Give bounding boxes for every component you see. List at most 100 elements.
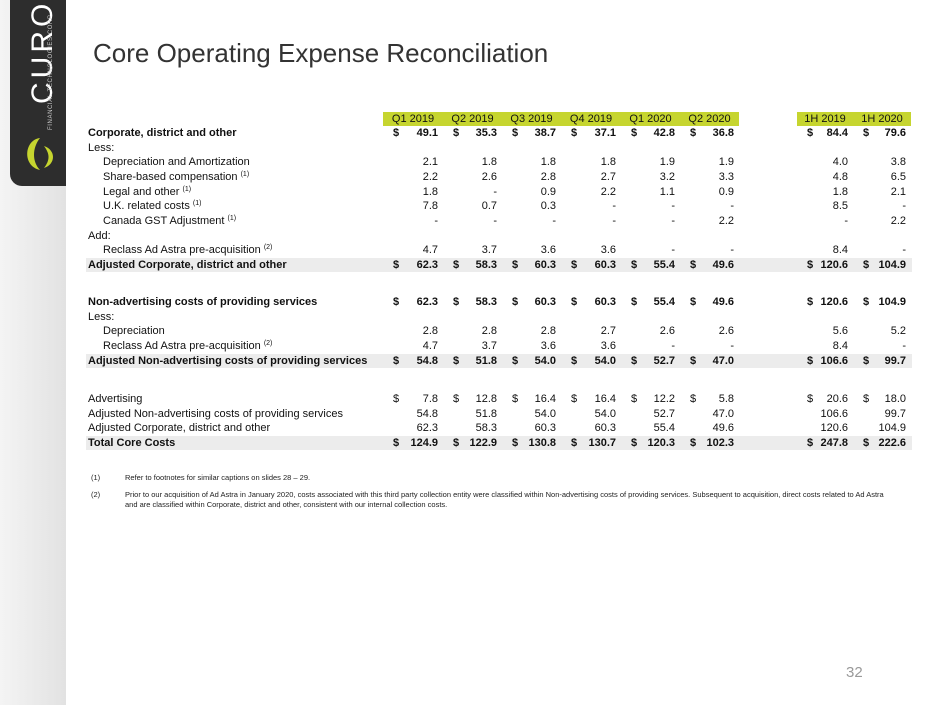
- cell-value: 2.2: [600, 185, 616, 198]
- cell-value: 2.6: [718, 325, 734, 338]
- cell-value: 54.0: [594, 354, 616, 367]
- currency-sign: $: [631, 127, 638, 139]
- currency-sign: $: [453, 258, 460, 271]
- cell-value: 54.0: [594, 407, 616, 420]
- cell-value: -: [902, 200, 906, 213]
- currency-sign: $: [631, 258, 638, 271]
- currency-sign: $: [690, 354, 697, 367]
- page-number: 32: [846, 664, 863, 681]
- label-text: Total Core Costs: [88, 436, 176, 449]
- cell-value: 1.8: [832, 185, 848, 198]
- cell-value: 60.3: [534, 422, 556, 435]
- label-text: Corporate, district and other: [88, 127, 237, 139]
- currency-sign: $: [453, 296, 460, 308]
- cell-value: 0.9: [540, 185, 556, 198]
- row-label: U.K. related costs (1): [103, 199, 201, 213]
- cell-value: 52.7: [653, 354, 675, 367]
- cell-value: 2.2: [422, 170, 438, 183]
- cell-value: 37.1: [594, 127, 616, 139]
- currency-sign: $: [807, 436, 814, 449]
- cell-value: 120.6: [820, 296, 848, 308]
- currency-sign: $: [453, 393, 460, 405]
- cell-value: 6.5: [890, 170, 906, 183]
- cell-value: 3.6: [600, 244, 616, 257]
- cell-value: 54.8: [416, 354, 438, 367]
- currency-sign: $: [690, 296, 697, 308]
- currency-sign: $: [512, 296, 519, 308]
- cell-value: -: [902, 244, 906, 257]
- cell-value: 60.3: [534, 296, 556, 308]
- footnote-ref: (2): [263, 339, 273, 347]
- currency-sign: $: [631, 436, 638, 449]
- cell-value: 12.2: [653, 393, 675, 405]
- cell-value: 120.6: [820, 258, 848, 271]
- row-label: Share-based compensation (1): [103, 170, 249, 184]
- currency-sign: $: [690, 393, 697, 405]
- currency-sign: $: [512, 393, 519, 405]
- cell-value: 3.8: [890, 156, 906, 169]
- currency-sign: $: [571, 127, 578, 139]
- row-label: Add:: [88, 229, 111, 243]
- cell-value: 120.3: [647, 436, 675, 449]
- currency-sign: $: [690, 258, 697, 271]
- cell-value: 0.3: [540, 200, 556, 213]
- footnote-ref: (2): [263, 244, 273, 252]
- cell-value: 1.8: [422, 185, 438, 198]
- currency-sign: $: [571, 296, 578, 308]
- currency-sign: $: [863, 354, 870, 367]
- cell-value: 49.6: [712, 422, 734, 435]
- cell-value: -: [844, 214, 848, 227]
- cell-value: 99.7: [884, 354, 906, 367]
- cell-value: 38.7: [534, 127, 556, 139]
- row-shade: [86, 435, 912, 450]
- cell-value: 51.8: [475, 407, 497, 420]
- cell-value: 60.3: [594, 258, 616, 271]
- column-header: Q2 2019: [443, 112, 502, 126]
- cell-value: 7.8: [422, 393, 438, 405]
- cell-value: 20.6: [826, 393, 848, 405]
- cell-value: 1.8: [481, 156, 497, 169]
- cell-value: 2.1: [890, 185, 906, 198]
- label-text: Adjusted Corporate, district and other: [88, 422, 271, 435]
- cell-value: 1.9: [659, 156, 675, 169]
- currency-sign: $: [690, 436, 697, 449]
- cell-value: 104.9: [878, 422, 906, 435]
- cell-value: 102.3: [706, 436, 734, 449]
- cell-value: 130.8: [528, 436, 556, 449]
- currency-sign: $: [512, 127, 519, 139]
- currency-sign: $: [863, 258, 870, 271]
- currency-sign: $: [512, 258, 519, 271]
- footnote-marker: (1): [91, 473, 101, 482]
- cell-value: 3.7: [481, 244, 497, 257]
- cell-value: 2.8: [540, 325, 556, 338]
- row-label: Canada GST Adjustment (1): [103, 214, 236, 228]
- cell-value: 62.3: [416, 258, 438, 271]
- cell-value: 60.3: [594, 422, 616, 435]
- cell-value: 1.8: [600, 156, 616, 169]
- row-shade: [86, 257, 912, 272]
- cell-value: 4.0: [832, 156, 848, 169]
- row-label: Adjusted Non-advertising costs of provid…: [88, 354, 367, 368]
- footnote-ref: (1): [192, 200, 202, 208]
- cell-value: 47.0: [712, 354, 734, 367]
- cell-value: -: [671, 214, 675, 227]
- footnote-ref: (1): [182, 185, 192, 193]
- currency-sign: $: [807, 258, 814, 271]
- cell-value: 3.6: [600, 339, 616, 352]
- cell-value: 104.9: [878, 258, 906, 271]
- title: Core Operating Expense Reconciliation: [93, 38, 549, 68]
- footnote-ref: (1): [240, 170, 250, 178]
- cell-value: 54.0: [534, 407, 556, 420]
- currency-sign: $: [393, 258, 400, 271]
- row-label: Corporate, district and other: [88, 126, 237, 140]
- cell-value: 35.3: [475, 127, 497, 139]
- currency-sign: $: [571, 354, 578, 367]
- cell-value: 4.7: [422, 244, 438, 257]
- cell-value: 8.5: [832, 200, 848, 213]
- row-label: Adjusted Non-advertising costs of provid…: [88, 407, 343, 421]
- cell-value: 3.7: [481, 339, 497, 352]
- cell-value: 247.8: [820, 436, 848, 449]
- column-header: Q1 2019: [383, 112, 443, 126]
- cell-value: 18.0: [884, 393, 906, 405]
